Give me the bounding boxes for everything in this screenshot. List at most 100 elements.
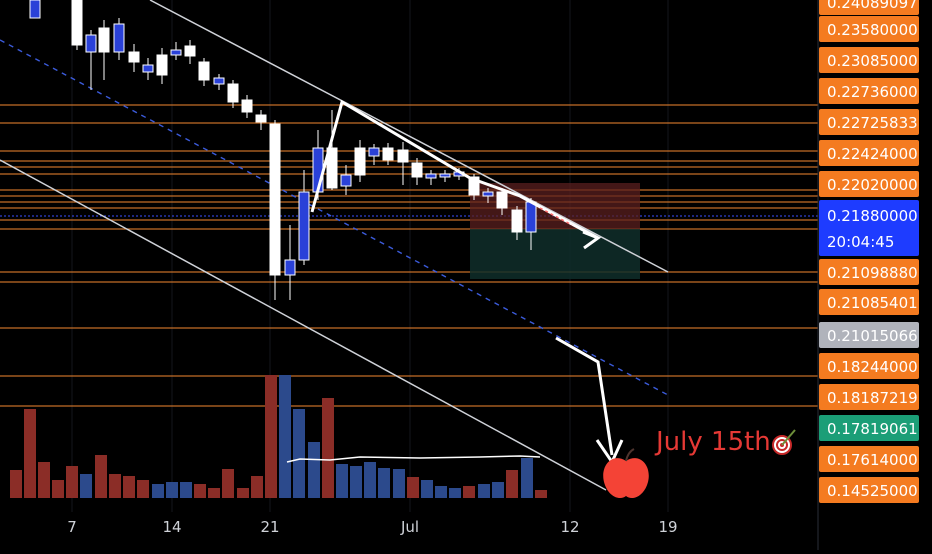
candle xyxy=(525,201,537,233)
volume-bar xyxy=(237,488,249,498)
x-tick-label: 19 xyxy=(658,518,677,536)
candle xyxy=(298,191,310,261)
x-tick-label: 21 xyxy=(260,518,279,536)
candle xyxy=(354,147,366,176)
volume-bar xyxy=(265,375,277,498)
y-axis: 0.24089097 0.23580000 0.23085000 0.22736000… xyxy=(817,0,932,550)
candle xyxy=(340,174,352,187)
volume-bar xyxy=(180,482,192,498)
candles xyxy=(29,0,537,300)
volume-bar xyxy=(293,409,305,498)
price-label-box xyxy=(819,140,919,166)
volume-bar xyxy=(66,466,78,498)
volume-bar xyxy=(152,484,164,498)
price-label: 0.17614000 xyxy=(827,451,918,469)
volume-bar xyxy=(322,398,334,498)
candle xyxy=(468,176,480,196)
x-tick-label: 7 xyxy=(67,518,77,536)
candle xyxy=(156,54,168,76)
volume-bar xyxy=(137,480,149,498)
target-icon xyxy=(772,429,796,455)
x-axis: 7 14 21 Jul 12 19 xyxy=(67,518,677,536)
price-label-box xyxy=(819,384,919,410)
volume-bar xyxy=(24,409,36,498)
candle xyxy=(170,49,182,56)
volume-bar xyxy=(521,458,533,498)
candle xyxy=(128,51,140,63)
current-price-label: 0.21880000 xyxy=(827,207,918,225)
candle xyxy=(184,45,196,57)
volume-bar xyxy=(478,484,490,498)
volume-bar xyxy=(364,462,376,498)
volume-bar xyxy=(407,477,419,498)
price-label-box xyxy=(819,446,919,472)
price-label: 0.14525000 xyxy=(827,482,918,500)
candle xyxy=(213,77,225,85)
price-label: 0.18187219 xyxy=(827,389,918,407)
volume-bar xyxy=(350,466,362,498)
price-label: 0.21015066 xyxy=(827,327,918,345)
volume-bar xyxy=(208,488,220,498)
volume-bar xyxy=(123,476,135,498)
x-tick-label: 12 xyxy=(560,518,579,536)
price-label: 0.17819061 xyxy=(827,420,918,438)
candle xyxy=(255,114,267,123)
price-label-box xyxy=(819,78,919,104)
candle xyxy=(411,162,423,178)
x-tick-label: 14 xyxy=(162,518,181,536)
volume-bar xyxy=(308,442,320,498)
volume-bar xyxy=(194,484,206,498)
volume-bar xyxy=(251,476,263,498)
price-label-box xyxy=(819,322,919,348)
candle xyxy=(241,99,253,113)
candle xyxy=(29,0,41,19)
candle xyxy=(425,173,437,179)
volume-bar xyxy=(109,474,121,498)
candle xyxy=(368,147,380,157)
candle xyxy=(482,191,494,197)
volume-bar xyxy=(52,480,64,498)
price-label: 0.22020000 xyxy=(827,176,918,194)
volume-bar xyxy=(10,470,22,498)
price-label-box xyxy=(819,353,919,379)
price-label-box xyxy=(819,415,919,441)
price-label-box xyxy=(819,289,919,315)
current-price-box xyxy=(819,200,919,256)
volume-bar xyxy=(38,462,50,498)
price-label: 0.22736000 xyxy=(827,83,918,101)
price-label: 0.24089097 xyxy=(827,0,918,12)
candle xyxy=(439,173,451,178)
price-label-box xyxy=(819,0,919,15)
annotation-text: July 15th xyxy=(654,427,771,457)
volume-bar xyxy=(492,482,504,498)
volume-bar xyxy=(336,464,348,498)
price-label-box xyxy=(819,477,919,503)
volume-bar xyxy=(393,469,405,498)
price-label: 0.22424000 xyxy=(827,145,918,163)
volume-bar xyxy=(435,486,447,498)
volume-bar xyxy=(421,480,433,498)
candle xyxy=(98,27,110,53)
trend-lines xyxy=(0,0,669,491)
volume-bar xyxy=(378,468,390,498)
x-tick-label: Jul xyxy=(400,518,419,536)
price-label: 0.22725833 xyxy=(827,114,918,132)
candle xyxy=(496,191,508,209)
price-label: 0.21098880 xyxy=(827,264,918,282)
volume-bar xyxy=(449,488,461,498)
price-label-box xyxy=(819,171,919,197)
candle xyxy=(511,209,523,233)
volume-bar xyxy=(222,469,234,498)
volume-bar xyxy=(279,375,291,498)
candle xyxy=(198,61,210,81)
volume-bars xyxy=(10,375,547,498)
volume-bar xyxy=(80,474,92,498)
candle xyxy=(326,147,338,189)
price-label-box xyxy=(819,47,919,73)
annotation: July 15th xyxy=(603,427,796,499)
candle xyxy=(397,149,409,163)
volume-bar xyxy=(95,455,107,498)
